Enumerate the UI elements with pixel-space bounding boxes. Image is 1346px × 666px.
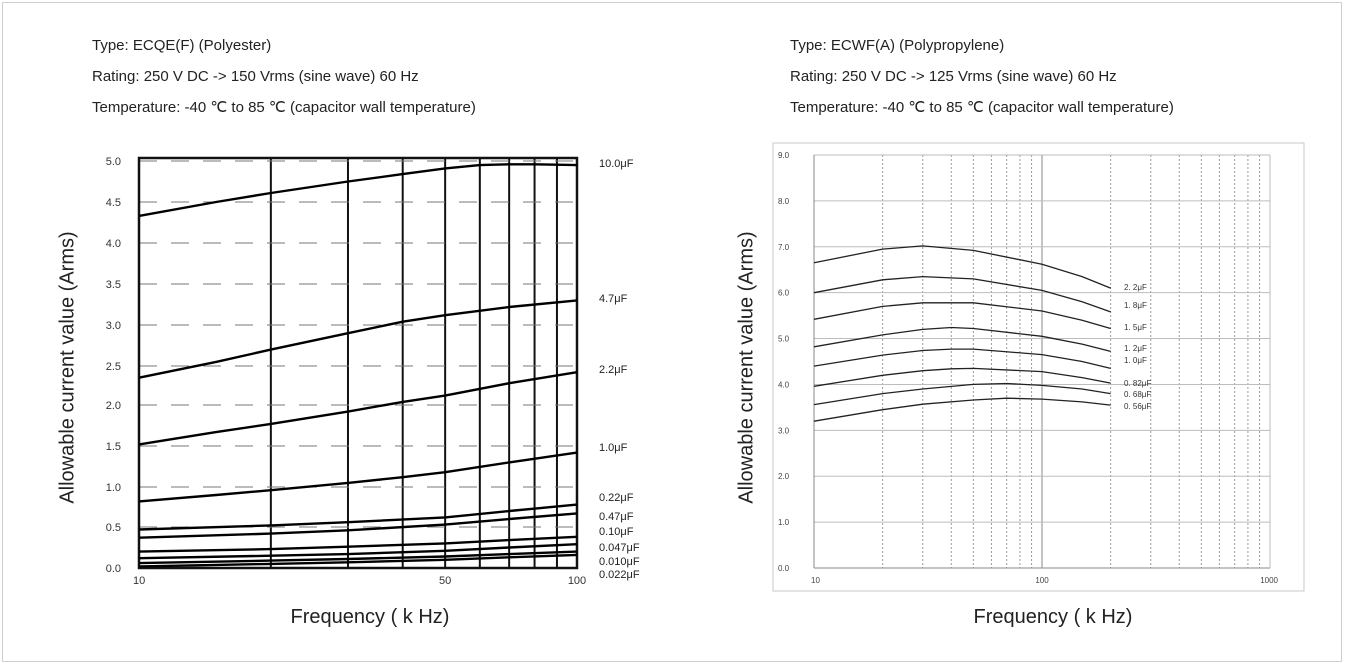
left-series-line-0-10-f bbox=[138, 535, 578, 553]
left-x-axis-label: Frequency ( k Hz) bbox=[290, 606, 450, 628]
right-series-line-2-2-f bbox=[813, 245, 1111, 289]
left-series-label-0-10-f: 0.10μF bbox=[599, 526, 634, 538]
right-y-tick-label: 1.0 bbox=[778, 518, 790, 527]
right-series-line-1-0-f bbox=[813, 348, 1111, 370]
left-series-line-1-0-f bbox=[138, 451, 578, 503]
left-series-line-10-0-f bbox=[138, 163, 578, 218]
left-series-line-4-7-f bbox=[138, 299, 578, 379]
left-series-line-0-022-f bbox=[138, 553, 578, 568]
right-y-tick-label: 7.0 bbox=[778, 243, 790, 252]
right-x-axis-label: Frequency ( k Hz) bbox=[973, 606, 1133, 628]
right-y-tick-label: 4.0 bbox=[778, 380, 790, 389]
right-spec-type: Type: ECWF(A) (Polypropylene) bbox=[790, 37, 1005, 54]
left-series-label-0-010-f: 0.010μF bbox=[599, 556, 640, 568]
right-series-label-1-2-f: 1. 2μF bbox=[1124, 344, 1147, 353]
left-series-label-0-22-f: 0.22μF bbox=[599, 492, 634, 504]
right-y-tick-label: 6.0 bbox=[778, 289, 790, 298]
left-x-tick-label: 100 bbox=[568, 575, 586, 587]
left-spec-temperature: Temperature: -40 ℃ to 85 ℃ (capacitor wa… bbox=[92, 99, 476, 116]
left-y-tick-label: 1.5 bbox=[106, 441, 121, 453]
left-series-label-0-047-f: 0.047μF bbox=[599, 542, 640, 554]
right-series-line-0-68-f bbox=[813, 382, 1111, 406]
left-series-line-0-010-f bbox=[138, 550, 578, 565]
left-y-tick-label: 5.0 bbox=[106, 156, 121, 168]
left-series-line-2-2-f bbox=[138, 371, 578, 446]
left-y-tick-label: 1.0 bbox=[106, 482, 121, 494]
left-series-label-2-2-f: 2.2μF bbox=[599, 364, 628, 376]
left-series-line-0-047-f bbox=[138, 543, 578, 560]
right-series-label-0-56-f: 0. 56μF bbox=[1124, 402, 1151, 411]
left-y-tick-label: 3.5 bbox=[106, 279, 121, 291]
left-series-line-0-47-f bbox=[138, 512, 578, 539]
right-y-tick-label: 0.0 bbox=[778, 564, 790, 573]
right-series-label-0-82-f: 0. 82μF bbox=[1124, 379, 1151, 388]
right-spec-temperature: Temperature: -40 ℃ to 85 ℃ (capacitor wa… bbox=[790, 99, 1174, 116]
right-series-line-1-2-f bbox=[813, 326, 1111, 353]
right-graph-border bbox=[772, 142, 1305, 592]
left-series-label-4-7-f: 4.7μF bbox=[599, 293, 628, 305]
right-series-line-1-5-f bbox=[813, 302, 1111, 330]
right-x-tick-label: 100 bbox=[1035, 576, 1049, 585]
left-series-label-0-47-f: 0.47μF bbox=[599, 511, 634, 523]
right-series-label-1-5-f: 1. 5μF bbox=[1124, 323, 1147, 332]
left-y-tick-label: 4.0 bbox=[106, 238, 121, 250]
left-x-tick-label: 50 bbox=[439, 575, 451, 587]
left-y-tick-label: 0.5 bbox=[106, 522, 121, 534]
left-series-label-10-0-f: 10.0μF bbox=[599, 158, 634, 170]
right-y-tick-label: 8.0 bbox=[778, 197, 790, 206]
left-x-tick-label: 10 bbox=[133, 575, 145, 587]
right-x-tick-label: 10 bbox=[811, 576, 820, 585]
left-series-line-0-22-f bbox=[138, 503, 578, 531]
right-y-tick-label: 9.0 bbox=[778, 151, 790, 160]
right-spec-rating: Rating: 250 V DC -> 125 Vrms (sine wave)… bbox=[790, 68, 1117, 85]
right-series-line-0-82-f bbox=[813, 367, 1111, 387]
right-x-tick-label: 1000 bbox=[1260, 576, 1278, 585]
right-series-label-1-0-f: 1. 0μF bbox=[1124, 356, 1147, 365]
left-plot-frame bbox=[137, 156, 579, 570]
right-series-label-2-2-f: 2. 2μF bbox=[1124, 283, 1147, 292]
left-series-label-1-0-f: 1.0μF bbox=[599, 442, 628, 454]
right-y-tick-label: 3.0 bbox=[778, 426, 790, 435]
left-y-tick-label: 4.5 bbox=[106, 197, 121, 209]
left-y-tick-label: 2.0 bbox=[106, 400, 121, 412]
left-y-tick-label: 2.5 bbox=[106, 361, 121, 373]
right-y-tick-label: 5.0 bbox=[778, 335, 790, 344]
right-series-label-0-68-f: 0. 68μF bbox=[1124, 390, 1151, 399]
right-series-line-1-8-f bbox=[813, 275, 1111, 313]
left-spec-rating: Rating: 250 V DC -> 150 Vrms (sine wave)… bbox=[92, 68, 419, 85]
right-series-label-1-8-f: 1. 8μF bbox=[1124, 301, 1147, 310]
left-y-tick-label: 0.0 bbox=[106, 563, 121, 575]
left-spec-type: Type: ECQE(F) (Polyester) bbox=[92, 37, 272, 54]
left-y-tick-label: 3.0 bbox=[106, 320, 121, 332]
left-series-label-0-022-f: 0.022μF bbox=[599, 569, 640, 581]
right-y-tick-label: 2.0 bbox=[778, 472, 790, 481]
right-series-line-0-56-f bbox=[813, 397, 1111, 422]
